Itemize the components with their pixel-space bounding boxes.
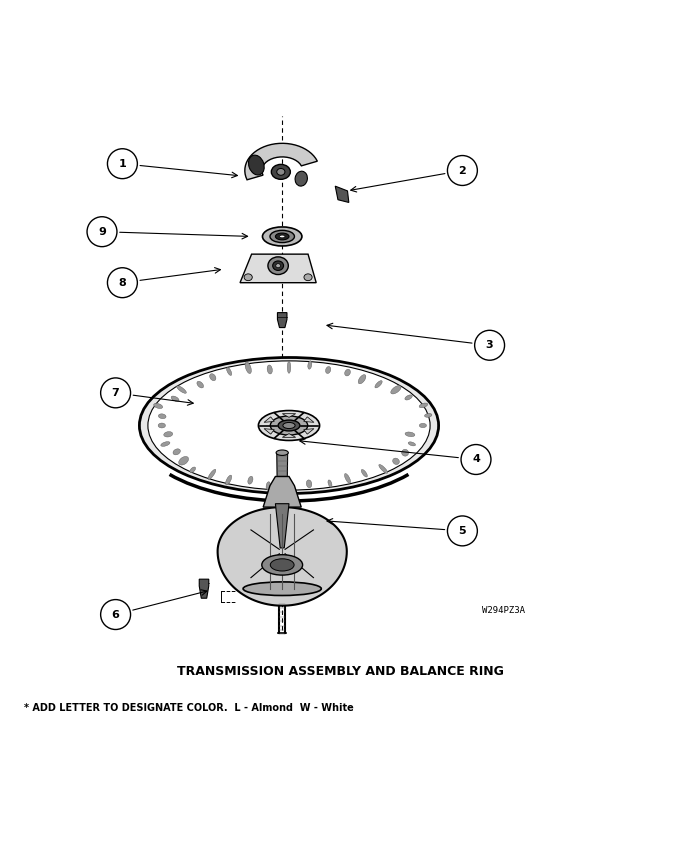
Circle shape xyxy=(447,156,477,186)
Ellipse shape xyxy=(424,414,432,417)
Ellipse shape xyxy=(345,369,350,376)
Ellipse shape xyxy=(267,365,272,374)
Ellipse shape xyxy=(271,559,294,571)
Ellipse shape xyxy=(392,458,399,465)
Ellipse shape xyxy=(379,465,388,473)
Ellipse shape xyxy=(304,274,312,281)
Polygon shape xyxy=(199,580,209,598)
Ellipse shape xyxy=(173,448,180,455)
Circle shape xyxy=(87,217,117,247)
Circle shape xyxy=(475,330,505,360)
Polygon shape xyxy=(277,453,288,514)
Circle shape xyxy=(101,600,131,630)
Ellipse shape xyxy=(270,231,294,243)
Ellipse shape xyxy=(179,456,188,465)
Ellipse shape xyxy=(328,480,332,487)
Text: 7: 7 xyxy=(112,388,120,398)
Ellipse shape xyxy=(420,423,426,428)
Circle shape xyxy=(101,378,131,408)
Ellipse shape xyxy=(244,274,252,281)
Polygon shape xyxy=(275,504,289,548)
Polygon shape xyxy=(304,417,314,422)
Text: 5: 5 xyxy=(458,526,466,536)
Ellipse shape xyxy=(278,420,300,431)
Polygon shape xyxy=(240,254,316,283)
Ellipse shape xyxy=(271,164,290,180)
Circle shape xyxy=(447,516,477,545)
Polygon shape xyxy=(304,429,314,434)
Ellipse shape xyxy=(361,470,367,477)
Polygon shape xyxy=(264,417,274,422)
Ellipse shape xyxy=(245,362,252,374)
Polygon shape xyxy=(264,429,274,434)
Ellipse shape xyxy=(275,233,289,240)
Ellipse shape xyxy=(276,450,288,455)
Text: 2: 2 xyxy=(458,165,466,175)
Ellipse shape xyxy=(345,473,350,483)
Circle shape xyxy=(107,268,137,298)
Ellipse shape xyxy=(295,171,307,186)
Text: 6: 6 xyxy=(112,609,120,620)
Ellipse shape xyxy=(271,416,307,435)
Polygon shape xyxy=(263,477,301,507)
Text: 8: 8 xyxy=(118,277,126,288)
Ellipse shape xyxy=(171,396,179,402)
Polygon shape xyxy=(282,414,296,417)
Ellipse shape xyxy=(226,368,232,375)
Circle shape xyxy=(461,444,491,475)
Ellipse shape xyxy=(177,386,186,393)
Ellipse shape xyxy=(209,374,216,380)
Text: 9: 9 xyxy=(98,226,106,237)
Ellipse shape xyxy=(266,482,271,490)
Ellipse shape xyxy=(268,257,288,275)
Polygon shape xyxy=(218,507,347,606)
Ellipse shape xyxy=(154,403,163,408)
Ellipse shape xyxy=(258,410,320,441)
Text: 4: 4 xyxy=(472,454,480,465)
Ellipse shape xyxy=(160,442,170,447)
Ellipse shape xyxy=(326,367,330,374)
Ellipse shape xyxy=(262,227,302,246)
Text: TRANSMISSION ASSEMBLY AND BALANCE RING: TRANSMISSION ASSEMBLY AND BALANCE RING xyxy=(177,665,503,678)
Ellipse shape xyxy=(279,235,285,237)
Ellipse shape xyxy=(276,264,280,268)
Text: * ADD LETTER TO DESIGNATE COLOR.  L - Almond  W - White: * ADD LETTER TO DESIGNATE COLOR. L - Alm… xyxy=(24,703,354,712)
Ellipse shape xyxy=(402,449,409,456)
Ellipse shape xyxy=(408,442,415,446)
Ellipse shape xyxy=(375,380,382,388)
Polygon shape xyxy=(282,434,296,437)
Ellipse shape xyxy=(139,357,439,494)
Ellipse shape xyxy=(190,467,196,472)
Ellipse shape xyxy=(248,155,265,175)
Ellipse shape xyxy=(308,361,312,369)
Ellipse shape xyxy=(287,362,291,374)
Ellipse shape xyxy=(197,381,203,388)
Ellipse shape xyxy=(405,395,412,400)
Text: 3: 3 xyxy=(486,340,494,351)
Ellipse shape xyxy=(273,261,284,271)
Ellipse shape xyxy=(283,422,295,429)
Circle shape xyxy=(107,149,137,179)
Ellipse shape xyxy=(158,423,165,428)
Ellipse shape xyxy=(262,555,303,575)
Ellipse shape xyxy=(148,361,430,490)
Ellipse shape xyxy=(419,403,428,408)
Text: 1: 1 xyxy=(118,158,126,168)
Ellipse shape xyxy=(277,168,285,175)
Ellipse shape xyxy=(405,432,415,437)
Ellipse shape xyxy=(164,431,173,437)
Ellipse shape xyxy=(391,386,401,394)
Polygon shape xyxy=(335,186,349,203)
Ellipse shape xyxy=(158,414,166,419)
Polygon shape xyxy=(245,143,318,180)
Ellipse shape xyxy=(287,481,291,491)
Polygon shape xyxy=(277,312,287,328)
Ellipse shape xyxy=(306,480,312,488)
Ellipse shape xyxy=(208,469,216,479)
Ellipse shape xyxy=(243,582,322,596)
Ellipse shape xyxy=(226,475,232,485)
Ellipse shape xyxy=(358,374,366,384)
Text: W294PZ3A: W294PZ3A xyxy=(481,606,525,615)
Ellipse shape xyxy=(248,477,253,484)
